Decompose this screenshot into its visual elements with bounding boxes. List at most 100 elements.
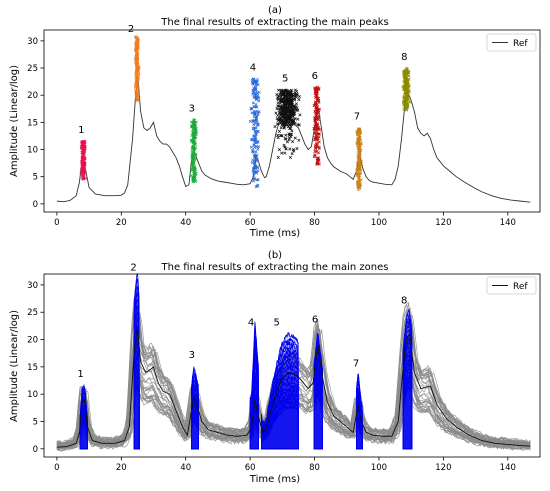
peak-6-marker <box>313 126 317 130</box>
peak-4-marker <box>251 148 255 152</box>
peak-1-marker <box>82 173 86 177</box>
panel-b-xtick-label: 40 <box>180 463 191 473</box>
peak-5-marker <box>274 111 278 115</box>
peak-5-marker <box>280 92 284 96</box>
peak-5-marker <box>275 92 279 97</box>
zone-label-1: 1 <box>77 369 83 380</box>
peak-2-marker <box>134 62 138 66</box>
peak-3-marker <box>194 179 198 183</box>
peak-5-marker <box>282 126 286 130</box>
peak-5-marker <box>288 102 293 106</box>
zone-5-trace <box>261 400 299 450</box>
peak-5-marker <box>277 148 281 152</box>
peak-3-marker <box>192 154 196 159</box>
peak-2-marker <box>135 40 139 45</box>
panel-a-xtick-label: 140 <box>500 218 516 228</box>
peak-6-marker <box>312 155 316 159</box>
panel-a-legend-box <box>486 33 537 52</box>
peak-4-marker <box>249 145 253 149</box>
peak-3-marker <box>194 136 198 140</box>
peak-5-marker <box>276 133 280 137</box>
peak-3-marker <box>190 145 195 150</box>
peak-5-marker <box>284 122 288 126</box>
peak-2-marker <box>134 85 138 89</box>
zone-label-2: 2 <box>130 263 136 274</box>
panel-a-xtick-label: 40 <box>180 218 191 228</box>
peak-1-marker <box>83 168 87 173</box>
peak-5-marker <box>280 110 284 114</box>
peak-1-marker <box>81 158 85 162</box>
peak-4-marker <box>251 77 255 81</box>
peak-5-marker <box>279 106 283 110</box>
peak-3-marker <box>191 175 195 179</box>
peak-6-marker <box>313 149 317 153</box>
zone-7 <box>356 373 363 450</box>
peak-6-marker <box>313 92 318 96</box>
peak-label-3: 3 <box>189 103 195 114</box>
peak-5-marker <box>297 138 301 142</box>
peak-5-marker <box>283 89 287 93</box>
peak-5-marker <box>287 138 291 142</box>
peak-cluster-7 <box>355 127 363 192</box>
peak-8-marker <box>407 70 411 74</box>
zone-2-trace <box>133 274 140 450</box>
panel-a-ylabel: Amplitude (Linear/log) <box>9 65 20 177</box>
zone-1-trace <box>79 384 88 450</box>
peak-2-marker <box>134 92 138 96</box>
peak-7-marker <box>357 176 361 180</box>
peak-8-marker <box>404 104 408 108</box>
peak-4-marker <box>254 117 258 121</box>
peak-cluster-1 <box>79 139 88 181</box>
peak-5-marker <box>279 97 283 101</box>
panel-b-legend-box <box>486 276 537 295</box>
peak-5-marker <box>293 88 297 92</box>
peak-5-marker <box>275 107 279 111</box>
peak-7-marker <box>357 137 361 141</box>
peak-5-marker <box>289 110 293 115</box>
panel-b-ytick-label: 10 <box>27 390 38 400</box>
peak-5-marker <box>283 151 287 155</box>
peak-4-marker <box>256 147 260 151</box>
peak-6-marker <box>313 119 317 123</box>
peak-6-marker <box>315 143 319 147</box>
peak-6-marker <box>313 131 317 135</box>
peak-4-marker <box>256 130 260 134</box>
peak-5-marker <box>276 113 280 118</box>
peak-7-marker <box>357 171 361 176</box>
peak-6-marker <box>317 86 321 90</box>
peak-4-marker <box>254 89 258 94</box>
zone-label-3: 3 <box>189 350 195 361</box>
peak-3-marker <box>190 120 194 124</box>
peak-6-marker <box>316 137 320 141</box>
peak-8-marker <box>404 96 408 100</box>
peak-1-marker <box>84 176 88 180</box>
peak-2-marker <box>134 96 138 100</box>
peak-5-marker <box>288 147 292 151</box>
peak-5-marker <box>284 101 288 105</box>
peak-8-marker <box>403 78 407 82</box>
panel-a-xtick-label: 120 <box>435 218 451 228</box>
panel-a-xtick-label: 20 <box>116 218 127 228</box>
peak-6-marker <box>314 102 318 106</box>
zone-5-trace <box>261 391 299 450</box>
peak-5-marker <box>287 132 291 136</box>
peak-8-marker <box>405 86 409 90</box>
peak-5-marker <box>284 108 288 112</box>
peak-5-marker <box>296 117 300 121</box>
peak-4-marker <box>254 82 258 86</box>
peak-6-marker <box>316 132 320 136</box>
peak-4-marker <box>252 80 256 84</box>
zone-5-trace <box>261 331 299 450</box>
panel-a-xtick-label: 0 <box>54 218 59 228</box>
panel-a-ytick-label: 5 <box>33 173 38 183</box>
peak-6-marker <box>315 85 319 89</box>
panel-b-xtick-label: 140 <box>500 463 516 473</box>
peak-5-marker <box>280 151 284 155</box>
peak-7-marker <box>359 163 363 167</box>
peak-5-marker <box>290 132 294 136</box>
peak-8-marker <box>405 106 409 110</box>
panel-b-plot: 1 2 3 4 5 6 7 8 <box>56 263 531 453</box>
